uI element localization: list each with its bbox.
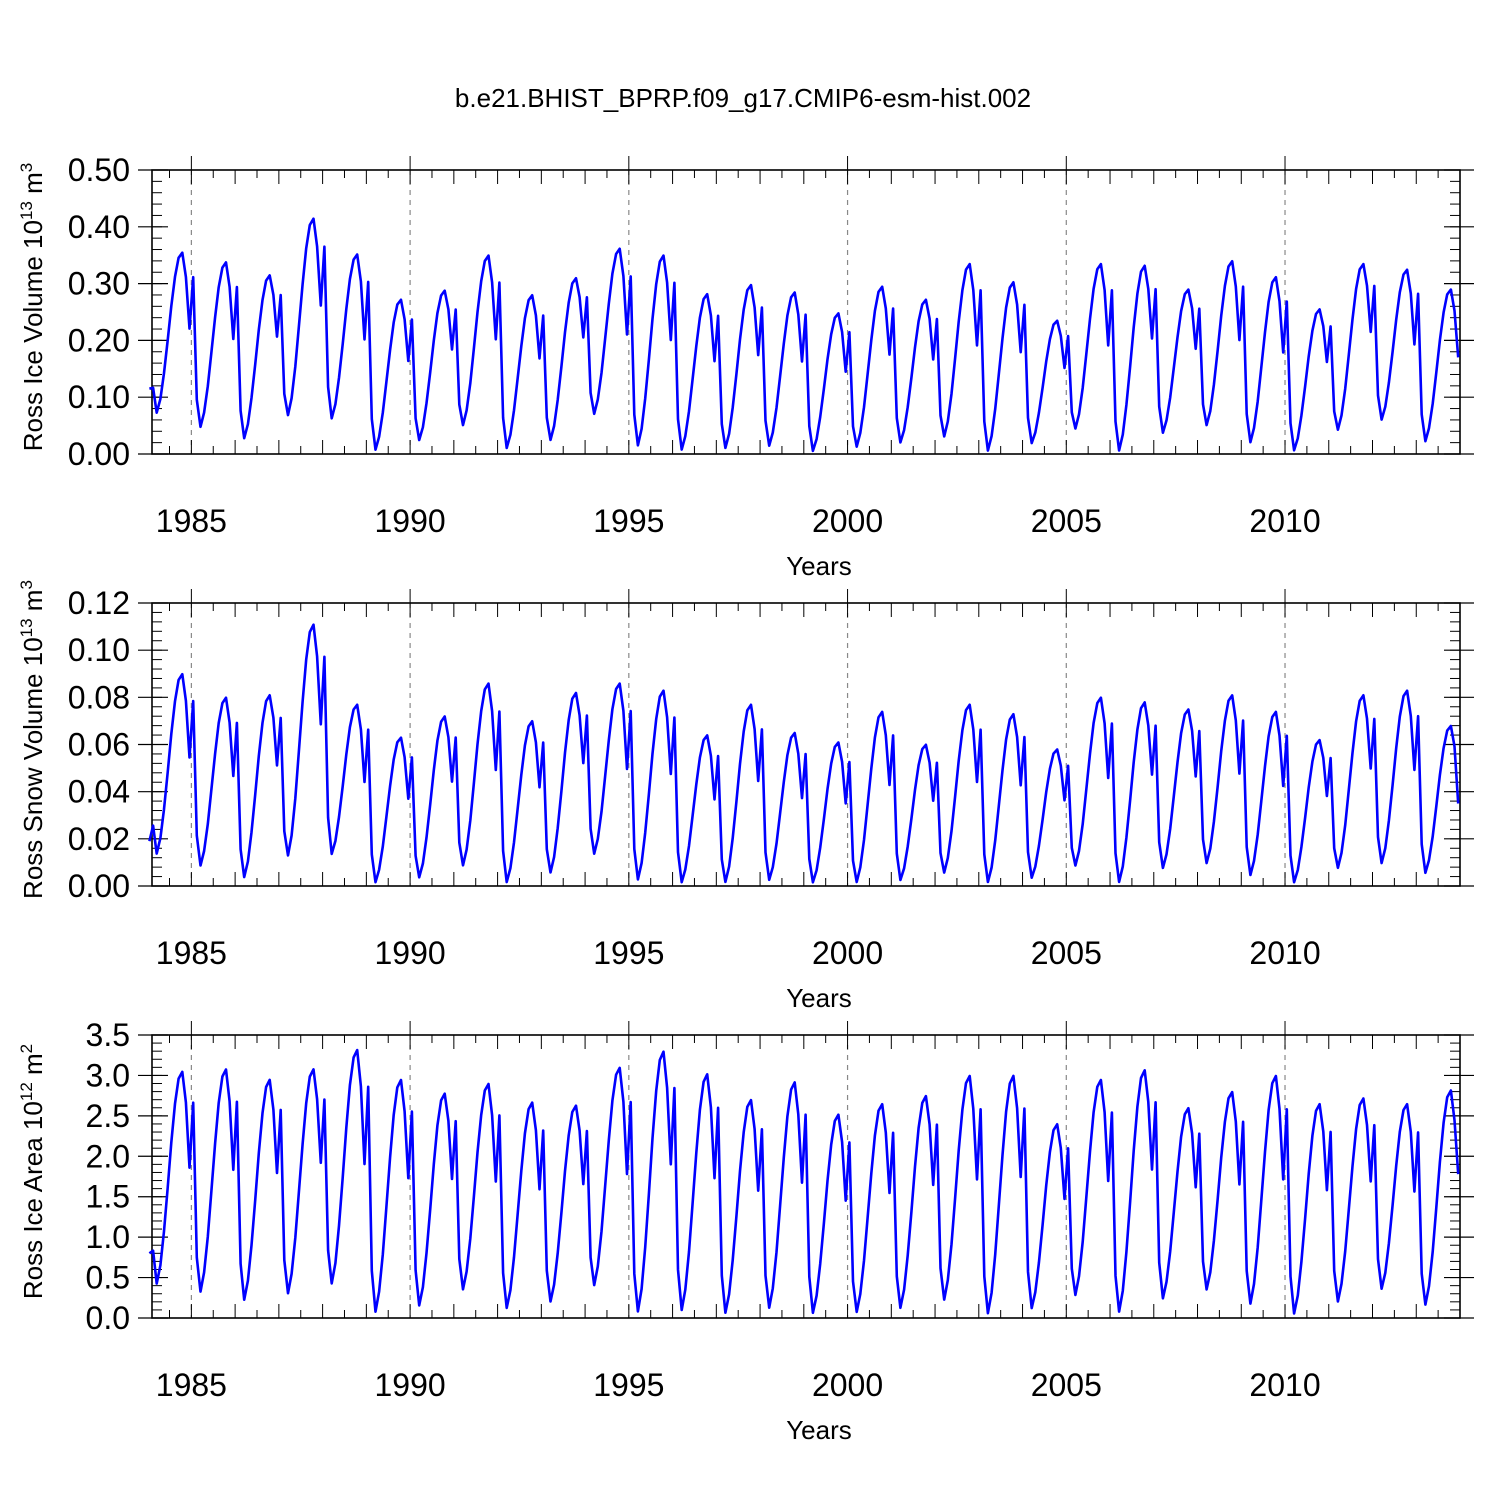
y-tick-label: 0.5 [86,1260,130,1296]
x-tick-label: 1990 [375,935,446,971]
x-tick-label: 2005 [1031,935,1102,971]
y-tick-label: 0.02 [68,821,130,857]
y-tick-label: 2.5 [86,1098,130,1134]
x-tick-label: 2000 [812,503,883,539]
x-axis-title: Years [786,983,852,1013]
x-axis-title: Years [786,1415,852,1445]
series-line-1 [149,217,1460,453]
y-tick-label: 2.0 [86,1138,130,1174]
y-tick-label: 0.00 [68,436,130,472]
x-tick-label: 1990 [375,503,446,539]
y-axis-title: Ross Snow Volume 1013 m3 [17,580,48,899]
x-axis-title: Years [786,551,852,581]
plot-frame [151,169,1461,455]
y-tick-label: 3.5 [86,1017,130,1053]
chart-panel-2: 1985 1990 1995 2000 2005 2010 0.00 0.02 0.04 0.06… [17,580,1474,1013]
chart-panel-1: 1985 1990 1995 2000 2005 2010 0.00 0.10 0.20 0.30… [17,152,1474,581]
x-tick-label: 1985 [156,503,227,539]
y-tick-label: 0.00 [68,868,130,904]
y-tick-label: 0.12 [68,585,130,621]
x-tick-label: 1995 [593,503,664,539]
x-tick-label: 2000 [812,1367,883,1403]
panels: 1985 1990 1995 2000 2005 2010 0.00 0.10 0.20 0.30… [17,152,1474,1445]
x-tick-label: 2010 [1249,1367,1320,1403]
x-tick-label: 2005 [1031,1367,1102,1403]
x-tick-label: 1995 [593,1367,664,1403]
y-tick-label: 0.50 [68,152,130,188]
y-tick-label: 0.04 [68,774,130,810]
x-tick-label: 2010 [1249,503,1320,539]
y-axis-title: Ross Ice Area 1012 m2 [17,1044,48,1299]
y-tick-label: 0.30 [68,266,130,302]
y-tick-label: 3.0 [86,1057,130,1093]
x-tick-label: 1990 [375,1367,446,1403]
x-tick-label: 1985 [156,1367,227,1403]
y-tick-label: 0.10 [68,379,130,415]
y-tick-label: 1.5 [86,1179,130,1215]
x-tick-label: 1985 [156,935,227,971]
y-tick-label: 0.06 [68,727,130,763]
x-tick-label: 2000 [812,935,883,971]
y-tick-label: 0.0 [86,1300,130,1336]
y-tick-label: 0.08 [68,679,130,715]
x-tick-label: 1995 [593,935,664,971]
series-line-1 [148,623,1460,884]
x-tick-label: 2010 [1249,935,1320,971]
series-line-1 [148,1048,1460,1315]
y-tick-label: 0.40 [68,209,130,245]
figure-title: b.e21.BHIST_BPRP.f09_g17.CMIP6-esm-hist.… [455,83,1031,113]
y-tick-label: 0.20 [68,322,130,358]
chart-panel-3: 1985 1990 1995 2000 2005 2010 0.0 0.5 1.0 1.5 2.0 2… [17,1017,1474,1445]
x-tick-label: 2005 [1031,503,1102,539]
plot-frame [151,1034,1461,1319]
y-tick-label: 1.0 [86,1219,130,1255]
y-axis-title: Ross Ice Volume 1013 m3 [17,163,48,452]
y-tick-label: 0.10 [68,632,130,668]
